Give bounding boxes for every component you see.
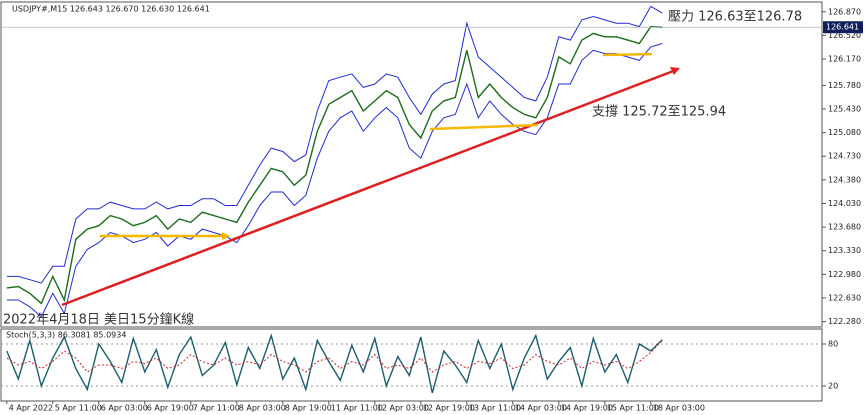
x-tick-label: 14 Apr 03:00 [515, 404, 567, 413]
x-tick-label: 4 Apr 2022 [9, 404, 53, 413]
y-tick-label: 124.030 [828, 199, 861, 208]
annotation: 2022年4月18日 美日15分鐘K線 [3, 312, 194, 328]
y-tick-label: 124.730 [828, 152, 861, 161]
y-tick-label: 124.380 [828, 175, 861, 184]
annotation: 壓力 126.63至126.78 [668, 10, 802, 25]
y-tick-label: 126.870 [828, 7, 861, 16]
y-tick-label: 122.980 [828, 270, 861, 279]
series-line [6, 5, 663, 284]
support-line [429, 123, 539, 131]
y-tick-label: 126.170 [828, 55, 861, 64]
series-line [6, 25, 663, 305]
x-tick-label: 13 Apr 11:00 [469, 404, 521, 413]
x-tick-label: 14 Apr 19:00 [561, 404, 613, 413]
series-line [6, 43, 663, 318]
y-tick-label: 122.280 [828, 317, 861, 326]
plot-layer: 126.870 126.520 126.170 125.780 125.430 125.0… [1, 5, 863, 413]
x-tick-label: 15 Apr 11:00 [607, 404, 659, 413]
stoch-title: Stoch(5,3,3) 86.3081 85.0934 [6, 331, 126, 340]
main-panel [0, 1, 823, 328]
chart-title: USDJPY#,M15 126.643 126.670 126.630 126.… [12, 5, 210, 14]
y-tick-label: 126.520 [828, 31, 861, 40]
annotation: 支撐 125.72至125.94 [592, 105, 726, 120]
x-tick-label: 7 Apr 11:00 [193, 404, 240, 413]
x-tick-label: 8 Apr 19:00 [285, 404, 332, 413]
x-tick-label: 11 Apr 11:00 [331, 404, 383, 413]
x-tick-label: 12 Apr 19:00 [423, 404, 475, 413]
arrow-head [670, 67, 680, 75]
x-tick-label: 12 Apr 03:00 [377, 404, 429, 413]
price-tag [823, 21, 863, 34]
x-tick-label: 8 Apr 03:00 [239, 404, 286, 413]
y-tick-label: 123.680 [828, 223, 861, 232]
y-tick-label: 122.630 [828, 293, 861, 302]
y-tick-label: 125.780 [828, 81, 861, 90]
x-tick-label: 6 Apr 03:00 [101, 404, 148, 413]
y-tick-label: 125.430 [828, 104, 861, 113]
y-tick-label: 80 [828, 340, 838, 349]
x-tick-label: 18 Apr 03:00 [653, 404, 705, 413]
support-line [602, 52, 653, 57]
y-tick-label: 20 [828, 382, 838, 391]
y-tick-label: 125.080 [828, 128, 861, 137]
x-tick-label: 6 Apr 19:00 [147, 404, 194, 413]
price-tag-label: 126.641 [826, 23, 859, 32]
arrow-head [222, 232, 230, 240]
trend-line [61, 68, 677, 307]
series-line [6, 340, 663, 373]
stoch-panel [0, 328, 823, 402]
x-tick-label: 5 Apr 11:00 [55, 404, 102, 413]
y-tick-label: 123.330 [828, 246, 861, 255]
series-line [6, 333, 663, 394]
